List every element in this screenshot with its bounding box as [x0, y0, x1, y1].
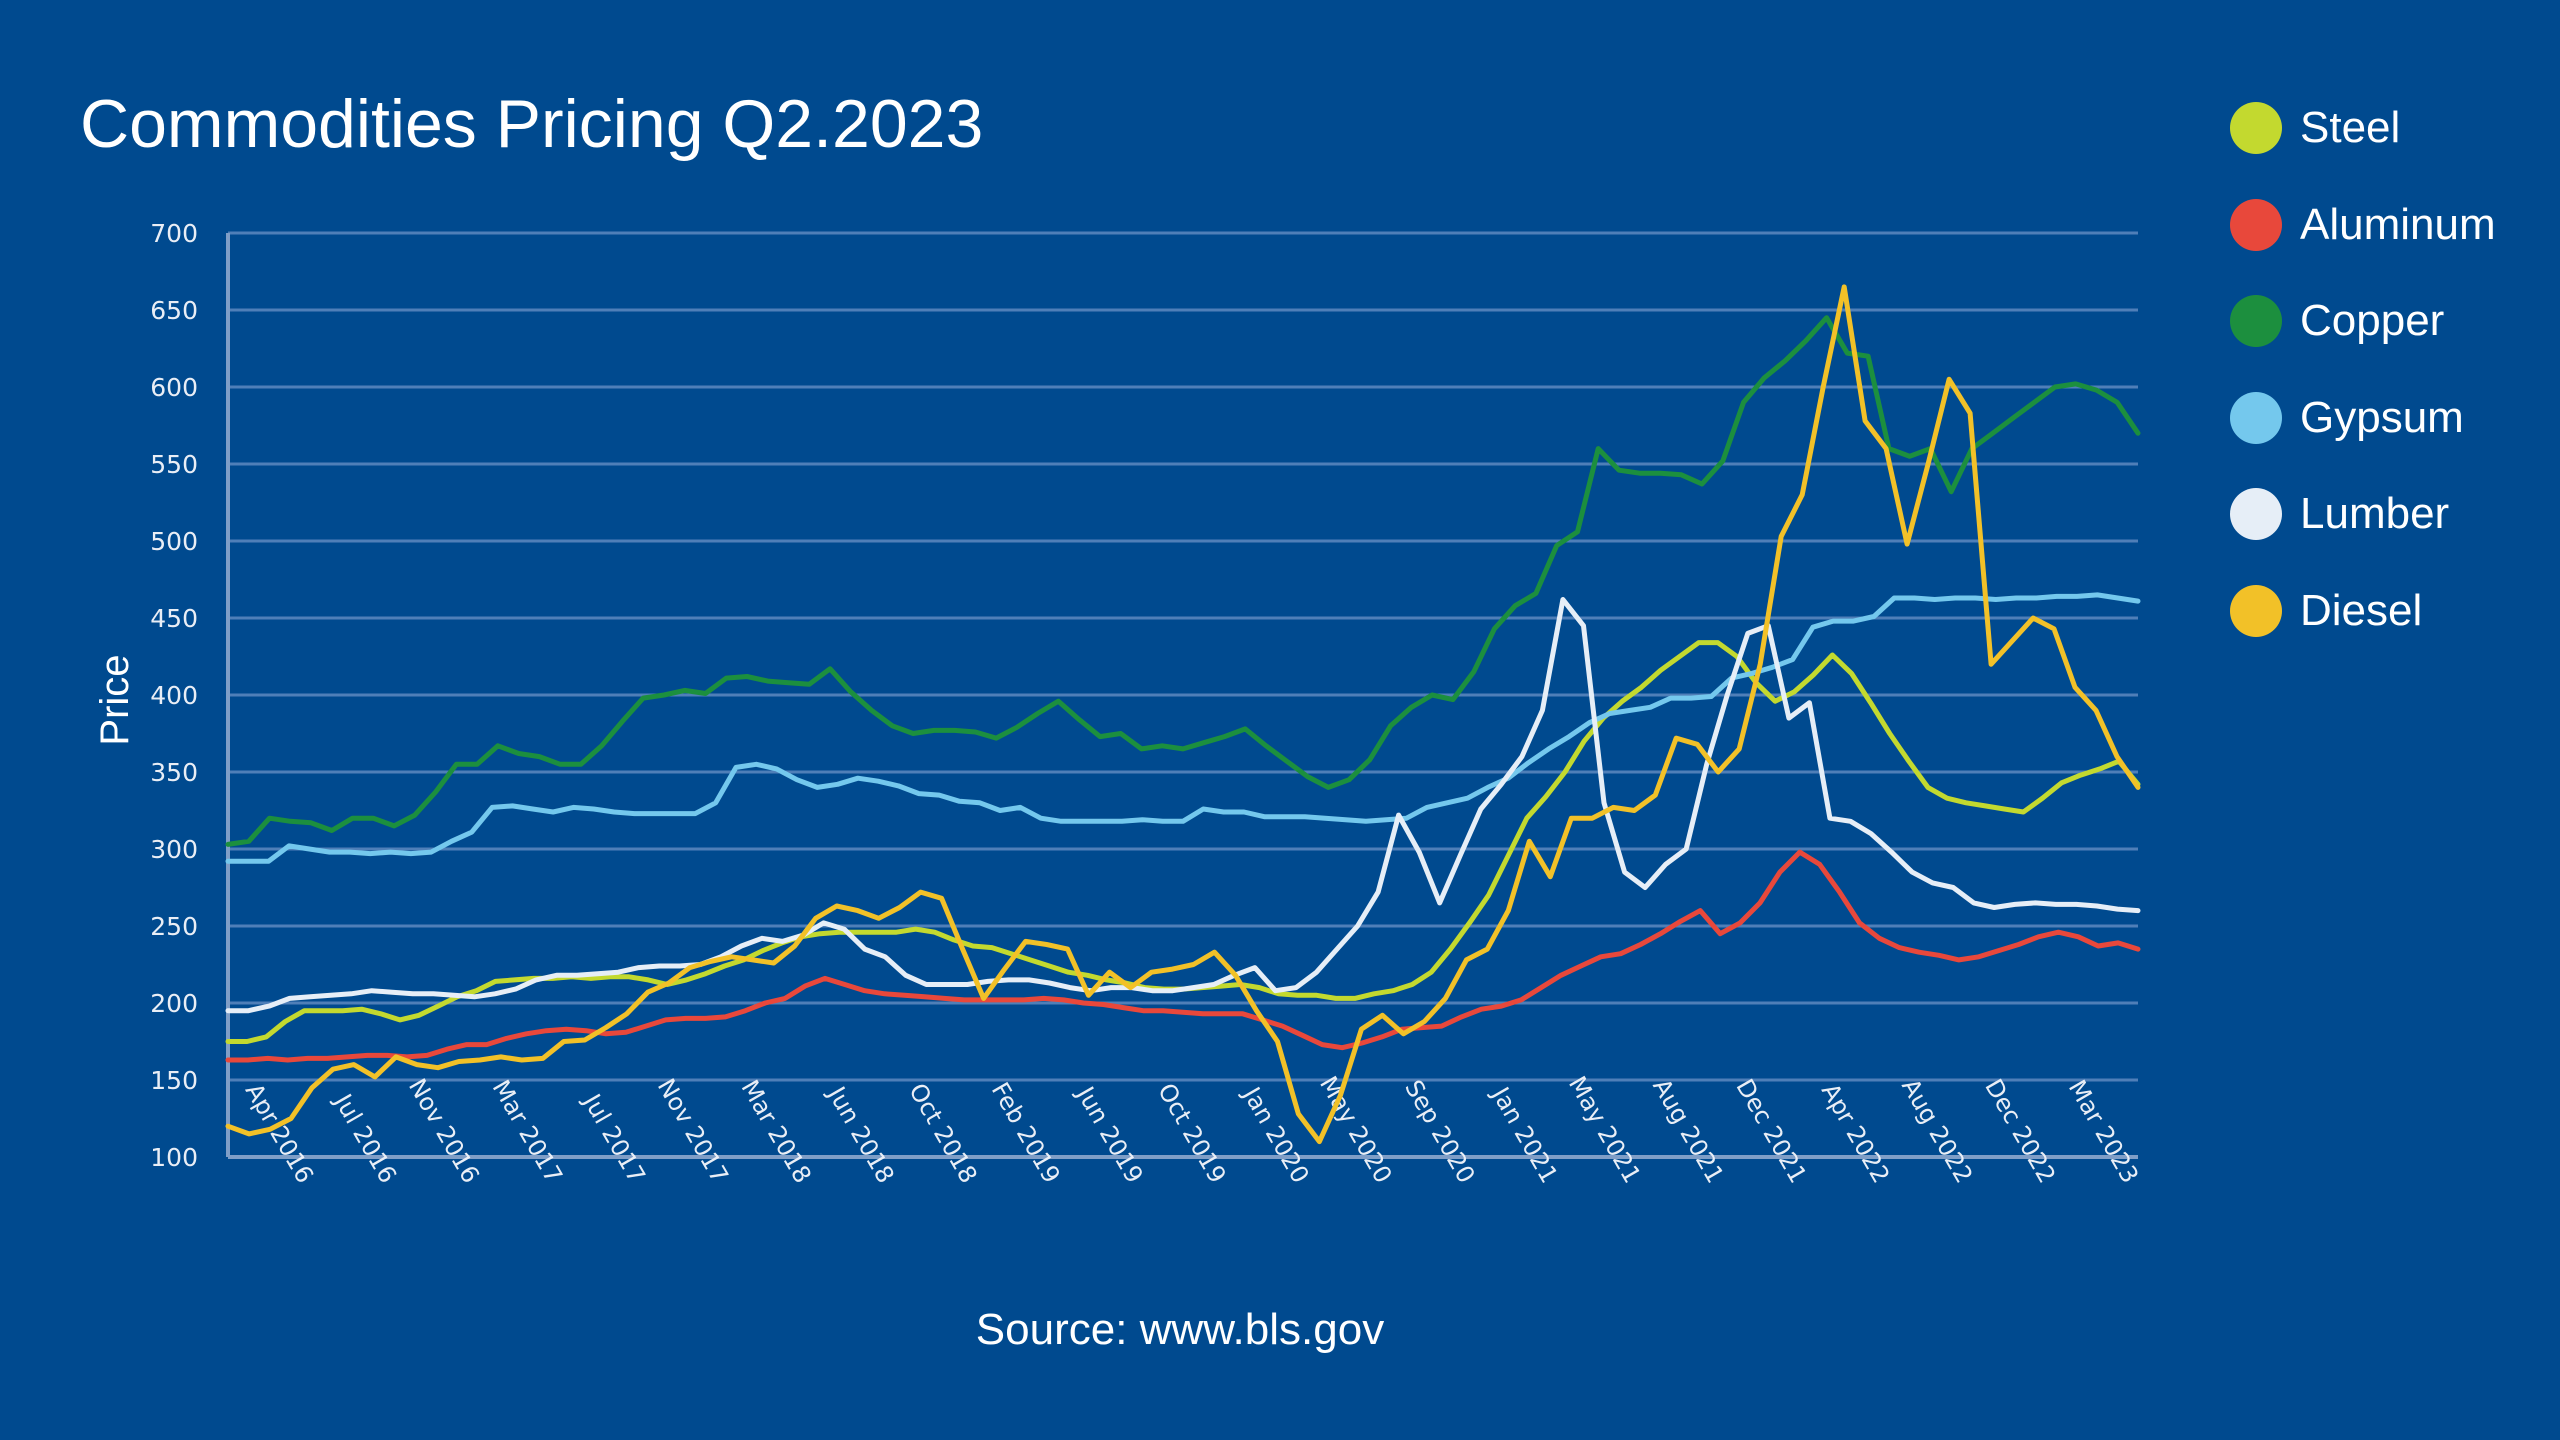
x-tick-label: Jul 2017	[577, 1088, 651, 1188]
series-line-steel	[225, 640, 2141, 1044]
y-tick-label: 550	[150, 450, 198, 479]
y-tick-label: 700	[150, 219, 198, 248]
legend-marker	[2230, 488, 2282, 541]
x-tick-label: Oct 2019	[1152, 1079, 1231, 1188]
legend-item-gypsum: Gypsum	[2230, 370, 2496, 467]
x-tick-label: Jun 2019	[1070, 1080, 1148, 1188]
legend-item-copper: Copper	[2230, 273, 2496, 370]
legend: Steel Aluminum Copper Gypsum Lumber Diesel	[2230, 80, 2496, 659]
legend-marker	[2230, 102, 2282, 155]
y-tick-label: 200	[150, 989, 198, 1018]
x-tick-label: Dec 2021	[1730, 1074, 1812, 1188]
legend-item-aluminum: Aluminum	[2230, 177, 2496, 274]
y-axis-label: Price	[93, 654, 137, 745]
x-tick-label: Mar 2017	[487, 1075, 568, 1188]
y-tick-label: 650	[150, 296, 198, 325]
x-tick-label: Jul 2016	[328, 1088, 402, 1188]
x-tick-label: May 2021	[1563, 1072, 1646, 1188]
x-tick-label: Mar 2018	[736, 1075, 817, 1188]
legend-label: Diesel	[2300, 585, 2423, 635]
legend-item-diesel: Diesel	[2230, 563, 2496, 660]
legend-marker	[2230, 198, 2282, 251]
legend-marker	[2230, 584, 2282, 637]
x-axis-ticks: Apr 2016 Jul 2016 Nov 2016 Mar 2017 Jul 2017…	[240, 1072, 2144, 1188]
x-tick-label: Apr 2022	[1816, 1079, 1895, 1188]
x-tick-label: Nov 2017	[652, 1074, 734, 1188]
series-line-gypsum	[225, 592, 2141, 864]
legend-label: Copper	[2300, 296, 2445, 346]
legend-item-lumber: Lumber	[2230, 466, 2496, 563]
x-tick-label: Feb 2019	[986, 1078, 1066, 1188]
y-tick-label: 600	[150, 373, 198, 402]
legend-marker	[2230, 295, 2282, 348]
series-line-copper	[225, 315, 2141, 847]
x-tick-label: Aug 2022	[1896, 1074, 1978, 1188]
x-tick-label: Sep 2020	[1399, 1075, 1480, 1188]
x-tick-label: Dec 2022	[1979, 1074, 2061, 1188]
legend-label: Gypsum	[2300, 392, 2464, 442]
y-tick-label: 400	[150, 681, 198, 710]
y-tick-label: 100	[150, 1143, 198, 1172]
y-tick-label: 300	[150, 835, 198, 864]
legend-label: Steel	[2300, 103, 2401, 153]
x-tick-label: Jun 2018	[821, 1080, 899, 1188]
series-line-lumber	[225, 597, 2141, 1014]
legend-marker	[2230, 391, 2282, 444]
legend-label: Lumber	[2300, 489, 2450, 539]
series-line-aluminum	[225, 849, 2141, 1063]
y-tick-label: 500	[150, 527, 198, 556]
x-tick-label: Aug 2021	[1647, 1074, 1729, 1188]
x-tick-label: Mar 2023	[2063, 1075, 2144, 1188]
x-tick-label: Nov 2016	[403, 1074, 485, 1188]
y-tick-label: 450	[150, 604, 198, 633]
y-tick-label: 350	[150, 758, 198, 787]
y-axis-ticks: 100 150 200 250 300 350 400 450 500 550 600 650 700	[150, 219, 198, 1172]
x-tick-label: Oct 2018	[903, 1079, 982, 1188]
chart-title: Commodities Pricing Q2.2023	[80, 86, 984, 162]
grid-lines	[226, 231, 2138, 1159]
series-line-diesel	[225, 284, 2141, 1145]
legend-label: Aluminum	[2300, 199, 2496, 249]
x-tick-label: Jan 2021	[1485, 1081, 1563, 1188]
series-lines	[225, 284, 2141, 1145]
chart-source: Source: www.bls.gov	[975, 1305, 1385, 1354]
y-tick-label: 250	[150, 912, 198, 941]
legend-item-steel: Steel	[2230, 80, 2496, 177]
x-tick-label: Jan 2020	[1236, 1081, 1314, 1188]
y-tick-label: 150	[150, 1066, 198, 1095]
